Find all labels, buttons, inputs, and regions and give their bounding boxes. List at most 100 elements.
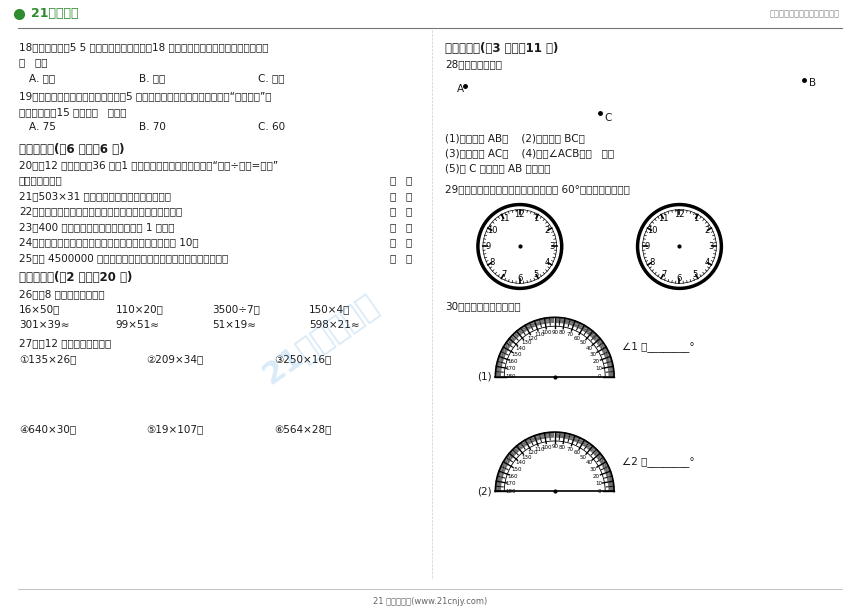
Text: 140: 140 — [515, 345, 525, 351]
Text: 70: 70 — [567, 333, 574, 337]
Text: 27．（12 分）列竞式计算。: 27．（12 分）列竞式计算。 — [19, 338, 111, 348]
Text: 12: 12 — [674, 210, 685, 219]
Text: 3: 3 — [549, 242, 555, 251]
Text: 120: 120 — [527, 451, 538, 455]
Text: 50: 50 — [580, 455, 587, 460]
Text: 这个数量关系。: 这个数量关系。 — [19, 176, 63, 185]
Text: 7: 7 — [660, 269, 666, 278]
Text: 90: 90 — [551, 330, 558, 334]
Text: （   ）: （ ） — [390, 176, 412, 185]
Text: 150×4＝: 150×4＝ — [310, 305, 351, 314]
Text: ②209×34＝: ②209×34＝ — [146, 354, 204, 364]
Text: 18．淘淘每分走5 5 米，他从家去学校要走18 分，根据这两个条件可以求出他走的: 18．淘淘每分走5 5 米，他从家去学校要走18 分，根据这两个条件可以求出他走… — [19, 42, 268, 52]
Text: 5: 5 — [693, 269, 698, 278]
Text: 598×21≈: 598×21≈ — [310, 320, 359, 330]
Text: 1: 1 — [533, 215, 538, 223]
Text: 29．在钟面上画出时针与分针的夹角是 60°的两个整时的角。: 29．在钟面上画出时针与分针的夹角是 60°的两个整时的角。 — [445, 184, 630, 194]
Text: ①135×26＝: ①135×26＝ — [19, 354, 77, 364]
Text: 160: 160 — [507, 474, 518, 478]
Text: 110×20＝: 110×20＝ — [116, 305, 163, 314]
Text: 2: 2 — [704, 226, 709, 235]
Text: 2: 2 — [544, 226, 550, 235]
Text: 30: 30 — [590, 352, 597, 357]
Text: B: B — [809, 78, 816, 88]
Text: 26．（8 分）直接写出得数: 26．（8 分）直接写出得数 — [19, 289, 105, 299]
Text: 28．按要求作图：: 28．按要求作图： — [445, 60, 502, 69]
Text: 中小学教育资源及组卷应用平台: 中小学教育资源及组卷应用平台 — [769, 10, 839, 18]
Text: ⑥564×28＝: ⑥564×28＝ — [274, 424, 332, 434]
Text: 10: 10 — [595, 481, 602, 486]
Text: 301×39≈: 301×39≈ — [19, 320, 70, 330]
Text: 100: 100 — [542, 445, 552, 450]
Text: 7: 7 — [501, 269, 507, 278]
Text: 23．400 米跑道围起来的部分，面积是 1 公顿。: 23．400 米跑道围起来的部分，面积是 1 公顿。 — [19, 222, 175, 232]
Text: C. 60: C. 60 — [258, 122, 286, 132]
Text: 130: 130 — [521, 340, 531, 345]
Text: 9: 9 — [645, 242, 650, 251]
Text: A. 时间: A. 时间 — [29, 73, 55, 83]
Text: (1): (1) — [477, 371, 492, 382]
Text: 110: 110 — [534, 447, 544, 452]
Text: C: C — [605, 112, 612, 123]
Text: 30．填出每个角的度数。: 30．填出每个角的度数。 — [445, 302, 520, 311]
Text: 100: 100 — [542, 330, 552, 336]
Text: 19．李叔叔去超市买牛奶，每瓶牛劘5 元，恰好赶上超市牛奶促销活动：“买四赠一”，: 19．李叔叔去超市买牛奶，每瓶牛劘5 元，恰好赶上超市牛奶促销活动：“买四赠一”… — [19, 91, 272, 102]
Text: （   ）: （ ） — [390, 222, 412, 232]
Text: 170: 170 — [506, 481, 516, 486]
Text: ∠2 ＝________°: ∠2 ＝________° — [622, 457, 695, 467]
Text: 110: 110 — [534, 333, 544, 337]
Text: 21．503×31 的估算结果一定比准确结果小。: 21．503×31 的估算结果一定比准确结果小。 — [19, 191, 171, 201]
Text: 5: 5 — [533, 269, 538, 278]
Text: 150: 150 — [511, 467, 521, 472]
Text: 130: 130 — [521, 455, 531, 460]
Text: 12: 12 — [514, 210, 525, 219]
Text: 50: 50 — [580, 340, 587, 345]
Text: 150: 150 — [511, 352, 521, 357]
Text: 140: 140 — [515, 460, 525, 465]
Text: 80: 80 — [559, 330, 566, 336]
Text: 20: 20 — [593, 359, 600, 364]
Text: 180: 180 — [505, 489, 515, 494]
Text: 60: 60 — [574, 336, 580, 340]
Text: 90: 90 — [551, 444, 558, 449]
Text: 21世纪教育网: 21世纪教育网 — [257, 289, 384, 390]
Text: (3)画出线段 AC；    (4)测量∠ACB＝（   ）；: (3)画出线段 AC； (4)测量∠ACB＝（ ）； — [445, 148, 614, 158]
Text: 99×51≈: 99×51≈ — [116, 320, 160, 330]
Text: （   ）。: （ ）。 — [19, 57, 47, 67]
Text: 21世纪教育: 21世纪教育 — [31, 7, 78, 21]
Text: 21 世纪教育网(www.21cnjy.com): 21 世纪教育网(www.21cnjy.com) — [373, 596, 487, 606]
Text: 4: 4 — [544, 258, 550, 267]
Text: B. 70: B. 70 — [138, 122, 165, 132]
Text: 3500÷7＝: 3500÷7＝ — [212, 305, 261, 314]
Text: (5)过 C 点画直线 AB 的垂线。: (5)过 C 点画直线 AB 的垂线。 — [445, 164, 550, 174]
Text: (1)画出直线 AB；    (2)画出射线 BC；: (1)画出直线 AB； (2)画出射线 BC； — [445, 133, 585, 143]
Text: 80: 80 — [559, 445, 566, 450]
Text: 四、计算题(割2 题；在20 分): 四、计算题(割2 题；在20 分) — [19, 271, 132, 285]
Text: 120: 120 — [527, 336, 538, 340]
Text: 0: 0 — [598, 374, 601, 379]
Text: （   ）: （ ） — [390, 207, 412, 216]
Text: 6: 6 — [517, 274, 523, 283]
Text: 60: 60 — [574, 451, 580, 455]
Text: （   ）: （ ） — [390, 191, 412, 201]
Text: 25．从 4500000 往后十万十万地数，数十次的计数单位是百万。: 25．从 4500000 往后十万十万地数，数十次的计数单位是百万。 — [19, 253, 228, 263]
Text: （   ）: （ ） — [390, 253, 412, 263]
Text: 180: 180 — [505, 374, 515, 379]
Text: 11: 11 — [499, 215, 509, 223]
Text: 20．亀12 盒牛奶共他36 元，1 盒牛奶多少元？计算时应运用“总价÷数量=单价”: 20．亀12 盒牛奶共他36 元，1 盒牛奶多少元？计算时应运用“总价÷数量=单… — [19, 160, 278, 170]
Text: 1: 1 — [693, 215, 698, 223]
Text: 李叔叔想要戔15 瓶牛奶（   ）元。: 李叔叔想要戔15 瓶牛奶（ ）元。 — [19, 107, 126, 117]
Text: ④640×30＝: ④640×30＝ — [19, 424, 76, 434]
Text: ⑤19×107＝: ⑤19×107＝ — [146, 424, 204, 434]
Text: 9: 9 — [485, 242, 490, 251]
Text: 20: 20 — [593, 474, 600, 478]
Text: ∠1 ＝________°: ∠1 ＝________° — [622, 342, 695, 353]
Text: 24．在数位顺序表中，任何两个计数单位间的进率都是 10。: 24．在数位顺序表中，任何两个计数单位间的进率都是 10。 — [19, 238, 199, 247]
Text: 160: 160 — [507, 359, 518, 364]
Text: (2): (2) — [477, 486, 492, 497]
Text: C. 速度: C. 速度 — [258, 73, 285, 83]
Text: 3: 3 — [709, 242, 714, 251]
Text: 8: 8 — [649, 258, 654, 267]
Text: 30: 30 — [590, 467, 597, 472]
Text: 三、判断题(割6 题；割6 分): 三、判断题(割6 题；割6 分) — [19, 143, 125, 156]
